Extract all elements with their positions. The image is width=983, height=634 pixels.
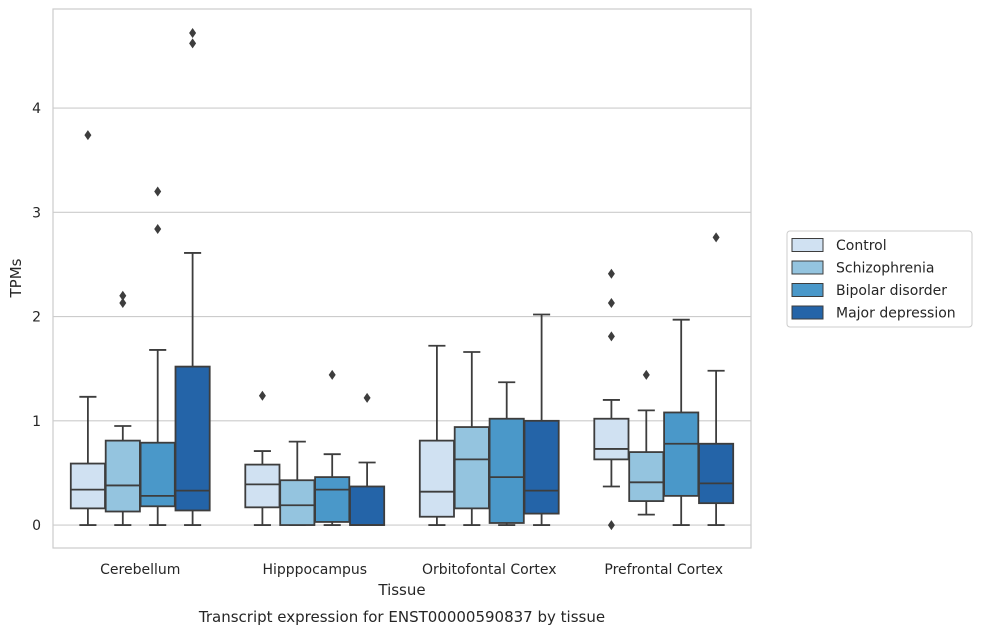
y-tick-label: 1 bbox=[32, 414, 41, 430]
y-tick-label: 2 bbox=[32, 310, 41, 326]
legend-swatch bbox=[791, 283, 824, 297]
legend: Control Schizophrenia Bipolar disorder Majo… bbox=[786, 230, 973, 328]
box-3-3 bbox=[488, 381, 525, 526]
x-tick-label: Cerebellum bbox=[100, 562, 180, 578]
box-body bbox=[628, 451, 665, 502]
x-tick-label: Prefrontal Cortex bbox=[604, 562, 723, 578]
box-body bbox=[698, 442, 735, 505]
outlier-point bbox=[607, 268, 615, 279]
box-1-4 bbox=[174, 27, 211, 526]
legend-swatch bbox=[791, 260, 824, 275]
box-body bbox=[418, 439, 455, 518]
box-3-1 bbox=[418, 344, 455, 526]
legend-swatch bbox=[791, 305, 824, 320]
grid-lines bbox=[53, 107, 751, 526]
box-body bbox=[69, 462, 106, 510]
box-1-3 bbox=[139, 186, 176, 526]
box-body bbox=[279, 479, 316, 526]
box-2-2 bbox=[279, 440, 316, 526]
y-tick-label: 0 bbox=[32, 518, 41, 534]
box-body bbox=[523, 419, 560, 515]
outlier-point bbox=[154, 223, 162, 234]
outlier-point bbox=[189, 27, 197, 38]
box-4-1 bbox=[593, 268, 630, 531]
outlier-point bbox=[154, 186, 162, 197]
outlier-point bbox=[328, 369, 336, 380]
box-4-4 bbox=[698, 232, 735, 526]
y-axis-title: TPMs bbox=[7, 258, 25, 298]
y-tick-label: 3 bbox=[32, 205, 41, 221]
outlier-point bbox=[119, 290, 127, 301]
box-4-3 bbox=[663, 318, 700, 526]
box-3-4 bbox=[523, 313, 560, 526]
x-axis-title: Tissue bbox=[377, 581, 425, 599]
y-tick-label: 4 bbox=[32, 101, 41, 117]
box-body bbox=[244, 463, 281, 509]
outlier-point bbox=[642, 369, 650, 380]
plot-area bbox=[52, 8, 752, 549]
box-body bbox=[453, 426, 490, 510]
legend-label: Bipolar disorder bbox=[836, 283, 947, 299]
box-body bbox=[314, 476, 351, 523]
box-body bbox=[349, 485, 386, 526]
chart-caption: Transcript expression for ENST0000059083… bbox=[198, 608, 605, 626]
box-2-4 bbox=[349, 392, 386, 526]
box-3-2 bbox=[453, 351, 490, 526]
boxes-layer bbox=[69, 27, 735, 531]
outlier-point bbox=[607, 520, 615, 531]
outlier-point bbox=[607, 298, 615, 308]
box-body bbox=[488, 417, 525, 524]
outlier-point bbox=[607, 331, 615, 342]
legend-label: Control bbox=[836, 238, 887, 254]
legend-label: Major depression bbox=[836, 306, 956, 322]
box-body bbox=[174, 365, 211, 512]
outlier-point bbox=[258, 390, 266, 401]
outlier-point bbox=[712, 232, 720, 243]
legend-swatch bbox=[791, 238, 824, 252]
y-axis-ticks: 0 1 2 3 4 bbox=[32, 101, 41, 534]
box-2-1 bbox=[244, 390, 281, 526]
box-body bbox=[104, 439, 141, 513]
box-1-2 bbox=[104, 290, 141, 526]
outlier-point bbox=[119, 298, 127, 308]
box-1-1 bbox=[69, 130, 106, 526]
outlier-point bbox=[189, 38, 197, 49]
x-tick-label: Orbitofontal Cortex bbox=[422, 562, 557, 578]
outlier-point bbox=[363, 392, 371, 403]
x-tick-label: Hipppocampus bbox=[262, 562, 367, 578]
box-body bbox=[663, 411, 700, 497]
legend-label: Schizophrenia bbox=[836, 261, 934, 277]
box-2-3 bbox=[314, 369, 351, 526]
x-axis-ticks: Cerebellum Hipppocampus Orbitofontal Corte… bbox=[100, 562, 723, 578]
box-4-2 bbox=[628, 369, 665, 516]
outlier-point bbox=[84, 130, 92, 141]
legend-frame bbox=[786, 230, 973, 328]
box-body bbox=[593, 417, 630, 461]
